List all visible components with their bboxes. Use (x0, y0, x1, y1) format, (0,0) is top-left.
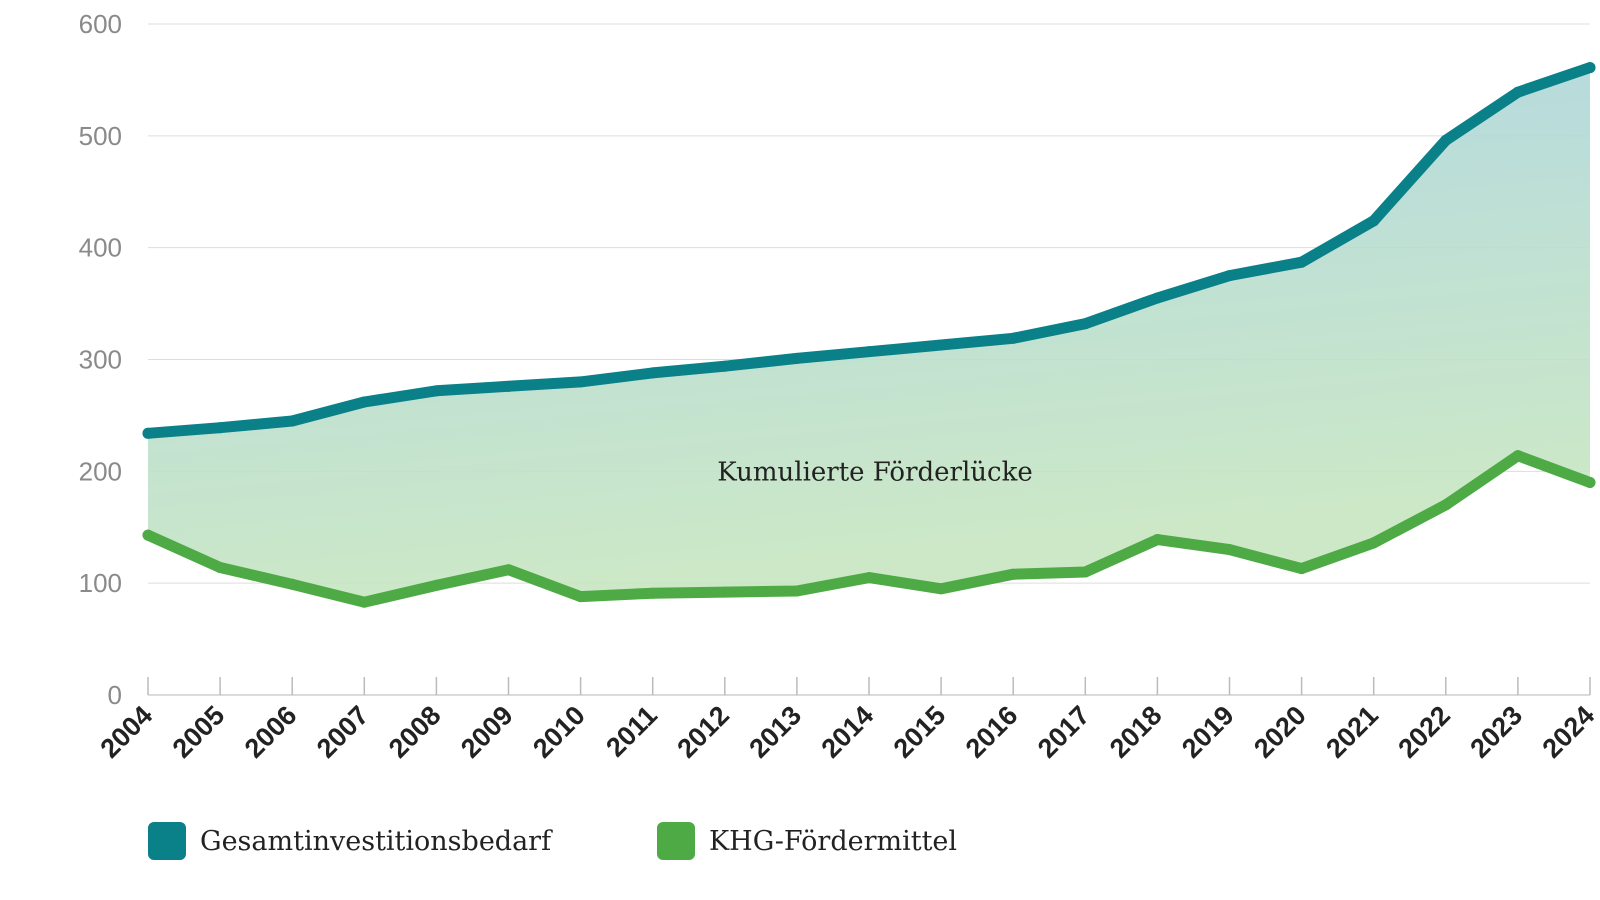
data-point-khg-foerdermittel-2011 (647, 587, 659, 599)
series-lines (142, 62, 1596, 608)
data-point-gesamtinvestitionsbedarf-2016 (1007, 332, 1019, 344)
data-point-khg-foerdermittel-2013 (791, 585, 803, 597)
x-tick-label-2014: 2014 (816, 700, 880, 764)
data-point-khg-foerdermittel-2021 (1368, 537, 1380, 549)
data-point-gesamtinvestitionsbedarf-2022 (1440, 134, 1452, 146)
x-tick-label-2021: 2021 (1320, 700, 1384, 764)
y-axis: 0 100 200 300 400 500 600 (79, 9, 122, 710)
x-tick-label-2007: 2007 (311, 700, 375, 764)
data-point-khg-foerdermittel-2020 (1296, 563, 1308, 575)
data-point-khg-foerdermittel-2012 (719, 586, 731, 598)
x-tick-label-2006: 2006 (239, 700, 303, 764)
x-tick-label-2011: 2011 (600, 700, 663, 763)
x-tick-label-2004: 2004 (95, 700, 159, 764)
x-tick-label-2015: 2015 (888, 700, 952, 764)
x-tick-label-2017: 2017 (1032, 700, 1096, 764)
data-point-khg-foerdermittel-2024 (1584, 477, 1596, 489)
data-point-khg-foerdermittel-2023 (1512, 450, 1524, 462)
data-point-gesamtinvestitionsbedarf-2009 (503, 380, 514, 392)
data-point-khg-foerdermittel-2022 (1440, 499, 1452, 511)
legend-item-khg-foerdermittel: KHG-Fördermittel (657, 822, 957, 860)
data-point-gesamtinvestitionsbedarf-2015 (935, 339, 947, 351)
data-point-khg-foerdermittel-2010 (575, 591, 587, 603)
y-tick-label-0: 0 (108, 680, 122, 710)
legend-swatch-gesamtinvestitionsbedarf (148, 822, 186, 860)
data-point-khg-foerdermittel-2016 (1007, 568, 1019, 580)
data-point-gesamtinvestitionsbedarf-2023 (1512, 86, 1524, 98)
gap-annotation: Kumulierte Förderlücke (717, 457, 1032, 487)
data-point-gesamtinvestitionsbedarf-2014 (863, 346, 875, 358)
legend-label-khg-foerdermittel: KHG-Fördermittel (709, 825, 958, 857)
x-tick-label-2009: 2009 (455, 700, 519, 764)
x-tick-label-2018: 2018 (1104, 700, 1168, 764)
x-tick-label-2010: 2010 (527, 700, 591, 764)
data-point-khg-foerdermittel-2009 (503, 564, 514, 576)
x-tick-label-2005: 2005 (167, 700, 231, 764)
data-point-gesamtinvestitionsbedarf-2010 (575, 376, 587, 388)
x-tick-label-2016: 2016 (960, 700, 1024, 764)
data-point-khg-foerdermittel-2007 (358, 596, 370, 608)
x-tick-label-2013: 2013 (743, 700, 807, 764)
gap-area-fill (148, 67, 1590, 603)
data-point-khg-foerdermittel-2017 (1079, 566, 1091, 578)
x-tick-label-2024: 2024 (1537, 700, 1600, 764)
data-point-gesamtinvestitionsbedarf-2004 (142, 427, 154, 439)
data-point-gesamtinvestitionsbedarf-2007 (358, 396, 370, 408)
y-tick-label-600: 600 (79, 9, 122, 39)
legend-swatch-khg-foerdermittel (657, 822, 695, 860)
data-point-gesamtinvestitionsbedarf-2011 (647, 367, 659, 379)
x-axis: 2004 2005 2006 2007 2008 2009 2010 2011 2012 2013… (95, 677, 1600, 764)
x-tick-label-2019: 2019 (1176, 700, 1240, 764)
y-tick-label-300: 300 (79, 345, 122, 375)
data-point-khg-foerdermittel-2004 (142, 529, 154, 541)
data-point-khg-foerdermittel-2005 (214, 562, 226, 574)
data-point-gesamtinvestitionsbedarf-2024 (1584, 62, 1596, 74)
x-tick-label-2012: 2012 (671, 700, 735, 764)
data-point-khg-foerdermittel-2014 (863, 572, 875, 584)
data-point-gesamtinvestitionsbedarf-2020 (1296, 256, 1308, 268)
data-point-gesamtinvestitionsbedarf-2018 (1151, 292, 1163, 304)
data-point-gesamtinvestitionsbedarf-2008 (430, 385, 442, 397)
data-point-khg-foerdermittel-2008 (430, 579, 442, 591)
y-tick-label-500: 500 (79, 121, 122, 151)
data-point-khg-foerdermittel-2019 (1224, 544, 1235, 556)
data-point-gesamtinvestitionsbedarf-2017 (1079, 318, 1091, 330)
data-point-gesamtinvestitionsbedarf-2005 (214, 422, 226, 434)
data-point-gesamtinvestitionsbedarf-2013 (791, 352, 803, 364)
x-tick-label-2008: 2008 (383, 700, 447, 764)
gap-area (148, 67, 1590, 603)
data-point-gesamtinvestitionsbedarf-2019 (1224, 270, 1235, 282)
data-point-khg-foerdermittel-2015 (935, 583, 947, 595)
y-tick-label-200: 200 (79, 456, 122, 486)
legend-item-gesamtinvestitionsbedarf: Gesamtinvestitionsbedarf (148, 822, 551, 860)
data-point-khg-foerdermittel-2006 (286, 578, 298, 590)
x-tick-label-2020: 2020 (1248, 700, 1312, 764)
y-tick-label-100: 100 (79, 568, 122, 598)
data-point-gesamtinvestitionsbedarf-2012 (719, 360, 731, 372)
y-tick-label-400: 400 (79, 233, 122, 263)
data-point-gesamtinvestitionsbedarf-2006 (286, 415, 298, 427)
data-point-khg-foerdermittel-2018 (1151, 534, 1163, 546)
legend-label-gesamtinvestitionsbedarf: Gesamtinvestitionsbedarf (200, 825, 552, 857)
data-point-gesamtinvestitionsbedarf-2021 (1368, 215, 1380, 227)
x-tick-label-2022: 2022 (1392, 700, 1456, 764)
x-tick-label-2023: 2023 (1464, 700, 1528, 764)
